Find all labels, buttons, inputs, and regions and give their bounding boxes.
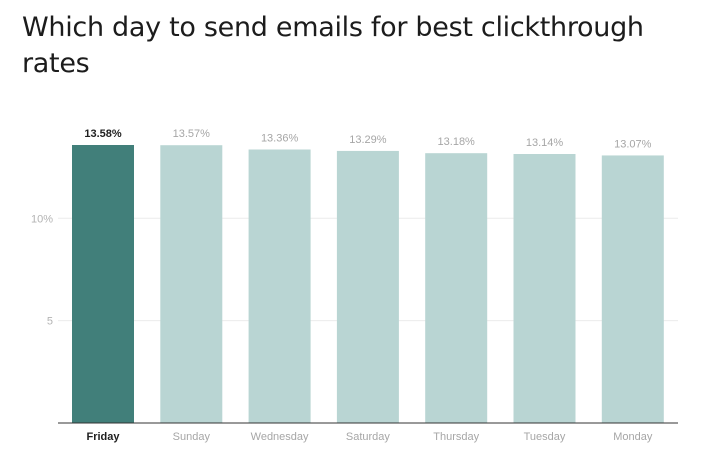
data-label: 13.36% <box>261 133 299 145</box>
x-tick-label: Tuesday <box>524 431 566 443</box>
data-label: 13.29% <box>349 134 387 146</box>
data-label: 13.14% <box>526 137 564 149</box>
bar-saturday <box>336 150 399 423</box>
x-tick-label: Monday <box>613 431 653 443</box>
bar-tuesday <box>513 154 576 423</box>
x-tick-label: Friday <box>86 431 120 443</box>
data-label: 13.18% <box>438 136 476 148</box>
y-tick-label: 10% <box>31 213 53 225</box>
bar-friday <box>72 145 134 423</box>
y-tick-label: 5 <box>47 316 53 328</box>
bar-sunday <box>160 145 223 423</box>
chart-title: Which day to send emails for best clickt… <box>22 12 644 79</box>
x-tick-label: Saturday <box>346 431 391 443</box>
bar-thursday <box>425 153 488 423</box>
data-label: 13.57% <box>173 128 211 140</box>
bar-wednesday <box>248 149 311 424</box>
x-tick-label: Wednesday <box>251 431 309 443</box>
x-tick-label: Sunday <box>173 431 211 443</box>
x-tick-label: Thursday <box>433 431 479 443</box>
bar-monday <box>601 155 664 423</box>
data-label: 13.07% <box>614 138 652 150</box>
data-label: 13.58% <box>84 128 122 140</box>
